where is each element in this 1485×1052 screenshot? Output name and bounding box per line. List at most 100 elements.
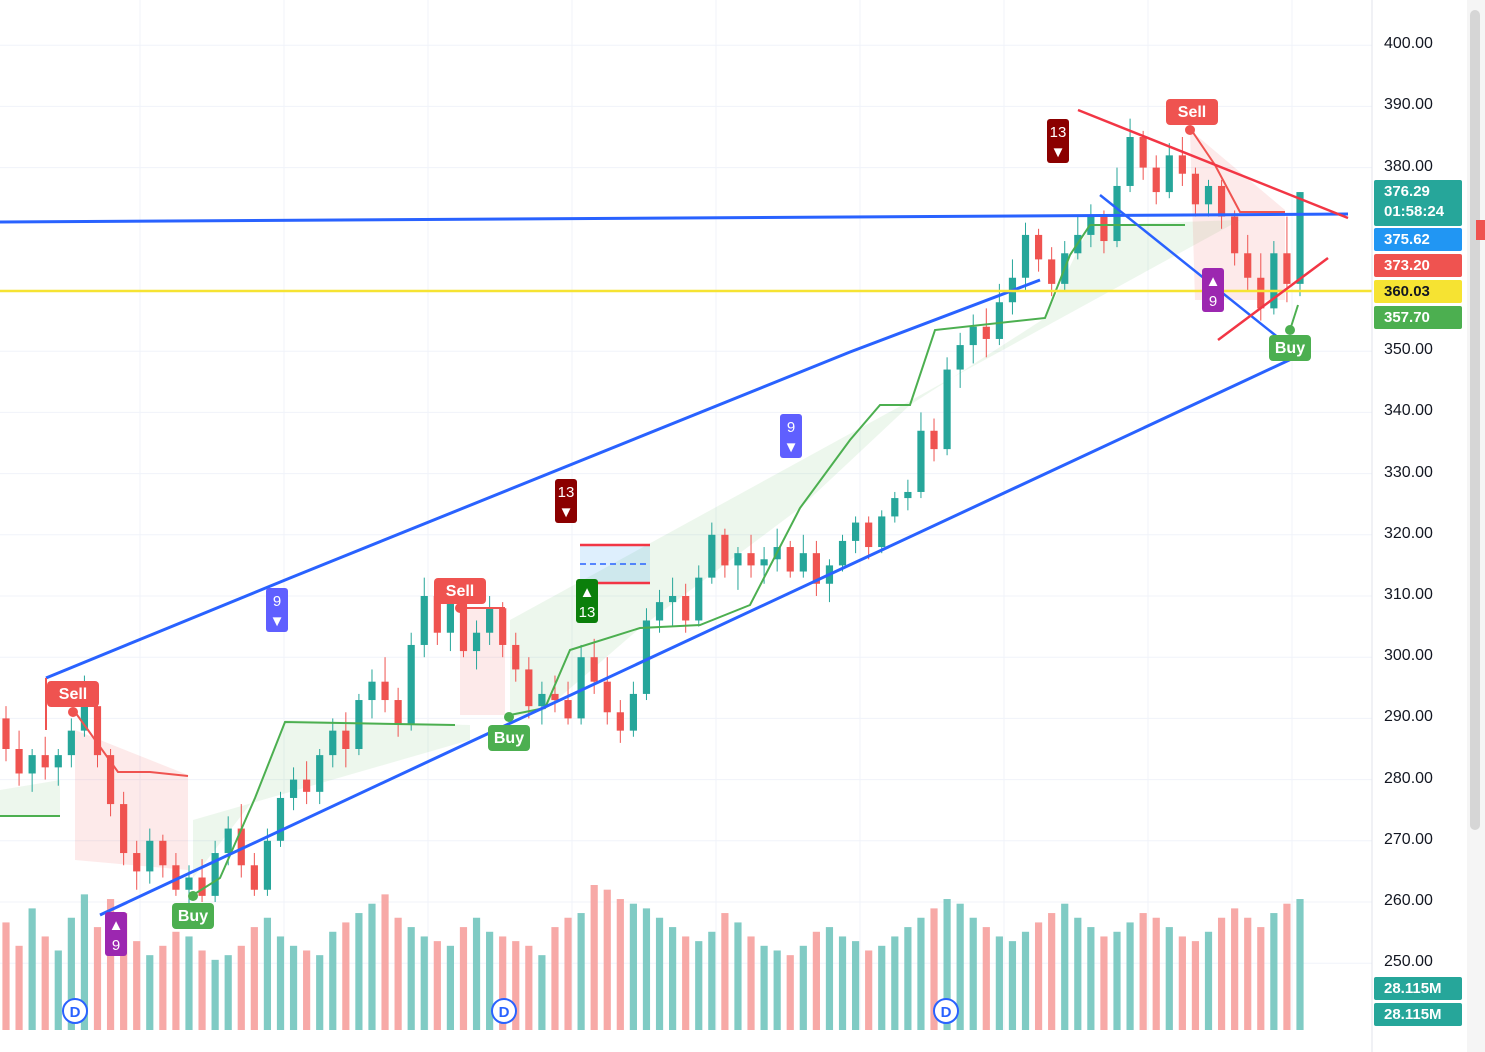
triangle-lower-line (1217, 256, 1329, 342)
volume-tag-2: 28.115M (1374, 1003, 1462, 1026)
volume-bar (538, 955, 546, 1030)
edge-indicator (1476, 220, 1485, 240)
volume-bar (329, 931, 337, 1030)
volume-bar (1296, 899, 1304, 1030)
volume-bar (172, 931, 180, 1030)
volume-bar (629, 903, 637, 1030)
candle-body (525, 669, 533, 707)
candle-body (368, 681, 376, 701)
price-axis-label: 250.00 (1384, 953, 1433, 971)
td-setup-9-top: 9 (273, 593, 281, 610)
volume-bar (512, 941, 520, 1030)
candle-body (891, 498, 899, 517)
volume-bar (407, 927, 415, 1030)
volume-bar (394, 917, 402, 1030)
candle-body (904, 491, 912, 499)
volume-bar (185, 936, 193, 1030)
candle-body (2, 718, 10, 749)
volume-bar (943, 899, 951, 1030)
td-countdown-13-top: 13 (558, 484, 575, 501)
candle-body (329, 730, 337, 756)
volume-bar (289, 945, 298, 1030)
volume-bar (1191, 941, 1200, 1030)
candle-body (1244, 253, 1252, 278)
volume-bar (525, 945, 533, 1030)
volume-bar (682, 936, 690, 1030)
candle-body (185, 877, 193, 890)
td-countdown-13-bg (576, 579, 598, 623)
last-price-value: 376.29 (1384, 183, 1430, 200)
sell-label-bg (1166, 99, 1218, 125)
volume-bar (420, 936, 428, 1030)
dividend-marker (491, 998, 517, 1024)
volume-bar (747, 936, 755, 1030)
candle-body (459, 602, 468, 652)
volume-bar (799, 945, 807, 1030)
candle-body (629, 693, 637, 731)
candle-body (852, 522, 860, 541)
volume-bar (669, 927, 677, 1030)
candle-body (93, 706, 102, 756)
td-setup-9-top: 9 (787, 419, 795, 436)
volume-bar (1048, 913, 1056, 1030)
candle-body (956, 345, 964, 370)
volume-bar (237, 945, 245, 1030)
supertrend-fill (0, 130, 1285, 878)
td-setup-9-bg (1202, 268, 1224, 312)
candle-body (642, 620, 651, 694)
supertrend-line (74, 711, 189, 777)
candle-body (603, 681, 611, 713)
scrollbar-thumb[interactable] (1470, 10, 1480, 830)
price-axis-label: 270.00 (1384, 830, 1433, 848)
candle-body (303, 779, 311, 792)
volume-bar (1074, 917, 1082, 1030)
volume-bar (564, 917, 572, 1030)
candle-body (747, 553, 755, 566)
candle-body (838, 540, 847, 566)
buy-label-bg (172, 903, 214, 929)
candle-body (486, 608, 494, 633)
candle-body (54, 755, 62, 768)
volume-bar (786, 955, 794, 1030)
candle-body (433, 596, 441, 633)
volume-bar (316, 955, 324, 1030)
volume-bar (342, 922, 350, 1030)
td-countdown-13-top: 13 (1050, 124, 1067, 141)
supertrend-line (509, 224, 1185, 716)
candle-body (760, 559, 768, 566)
td-countdown-13-bg (1047, 119, 1069, 163)
candle-body (708, 534, 716, 578)
candle-body (1126, 137, 1134, 186)
volume-bar (655, 917, 664, 1030)
volume-bar (499, 936, 507, 1030)
td-setup-9-bg (105, 912, 127, 956)
volume-bar (1165, 927, 1173, 1030)
candle-body (1139, 137, 1147, 168)
sell-label: Sell (446, 583, 474, 600)
volume-bar (865, 950, 873, 1030)
volume-bar (1257, 927, 1265, 1030)
td-countdown-13-bottom: ▼ (559, 504, 574, 521)
volume-bar (708, 931, 716, 1030)
volume-bar (760, 945, 768, 1030)
td-setup-9-bottom: ▼ (270, 613, 285, 630)
candle-body (1165, 155, 1173, 193)
volume-bar (368, 903, 376, 1030)
td-countdown-13-bottom: 13 (579, 604, 596, 621)
td-countdown-13-top: ▲ (580, 584, 595, 601)
candle-body (381, 681, 389, 701)
candle-body (394, 700, 402, 725)
volume-bar (825, 927, 834, 1030)
td-setup-9-top: ▲ (109, 917, 124, 934)
candle-body (172, 865, 180, 890)
dividend-label: D (70, 1004, 81, 1021)
volume-bar (616, 899, 624, 1030)
prev-close-tag: 373.20 (1374, 254, 1462, 277)
candle-body (159, 840, 167, 866)
supertrend-fill-area (460, 608, 505, 715)
yellow-line-tag: 360.03 (1374, 280, 1462, 303)
candle-body (865, 522, 873, 548)
volume-bar (930, 908, 938, 1030)
candle-body (564, 700, 572, 719)
